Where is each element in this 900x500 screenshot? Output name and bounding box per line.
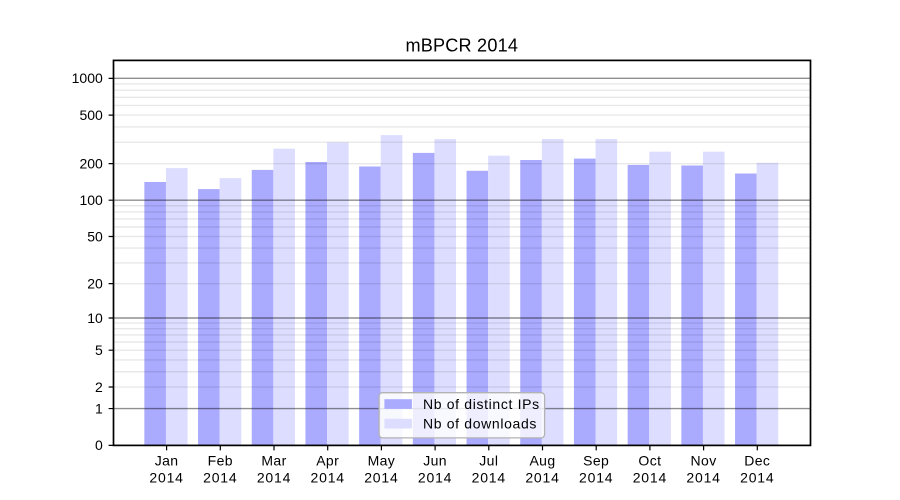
svg-text:10: 10	[87, 310, 103, 326]
svg-text:Jun: Jun	[423, 453, 447, 469]
svg-text:2014: 2014	[686, 469, 720, 485]
svg-text:0: 0	[95, 437, 103, 453]
svg-text:Jan: Jan	[155, 453, 179, 469]
svg-text:Jul: Jul	[479, 453, 498, 469]
svg-text:2014: 2014	[418, 469, 452, 485]
svg-text:May: May	[368, 453, 396, 469]
svg-text:mBPCR 2014: mBPCR 2014	[405, 36, 518, 56]
svg-text:Dec: Dec	[744, 453, 770, 469]
svg-text:Oct: Oct	[638, 453, 661, 469]
svg-text:Mar: Mar	[261, 453, 286, 469]
svg-text:2014: 2014	[149, 469, 183, 485]
svg-text:1000: 1000	[72, 70, 103, 86]
svg-text:500: 500	[79, 107, 103, 123]
svg-text:Sep: Sep	[583, 453, 609, 469]
svg-text:100: 100	[79, 192, 103, 208]
svg-text:Nb of downloads: Nb of downloads	[423, 415, 537, 431]
svg-text:2014: 2014	[525, 469, 559, 485]
svg-text:2014: 2014	[472, 469, 506, 485]
svg-text:2014: 2014	[633, 469, 667, 485]
svg-text:2014: 2014	[203, 469, 237, 485]
svg-text:Nb of distinct IPs: Nb of distinct IPs	[423, 396, 540, 412]
svg-text:50: 50	[87, 228, 103, 244]
svg-text:2014: 2014	[311, 469, 345, 485]
svg-text:5: 5	[95, 342, 103, 358]
svg-text:20: 20	[87, 275, 103, 291]
svg-text:2014: 2014	[740, 469, 774, 485]
svg-text:2014: 2014	[579, 469, 613, 485]
svg-text:2014: 2014	[364, 469, 398, 485]
svg-text:2014: 2014	[257, 469, 291, 485]
svg-text:2: 2	[95, 379, 103, 395]
svg-text:Apr: Apr	[316, 453, 339, 469]
svg-text:200: 200	[79, 155, 103, 171]
svg-text:Feb: Feb	[208, 453, 233, 469]
svg-text:Nov: Nov	[691, 453, 717, 469]
svg-text:1: 1	[95, 400, 103, 416]
svg-text:Aug: Aug	[529, 453, 555, 469]
